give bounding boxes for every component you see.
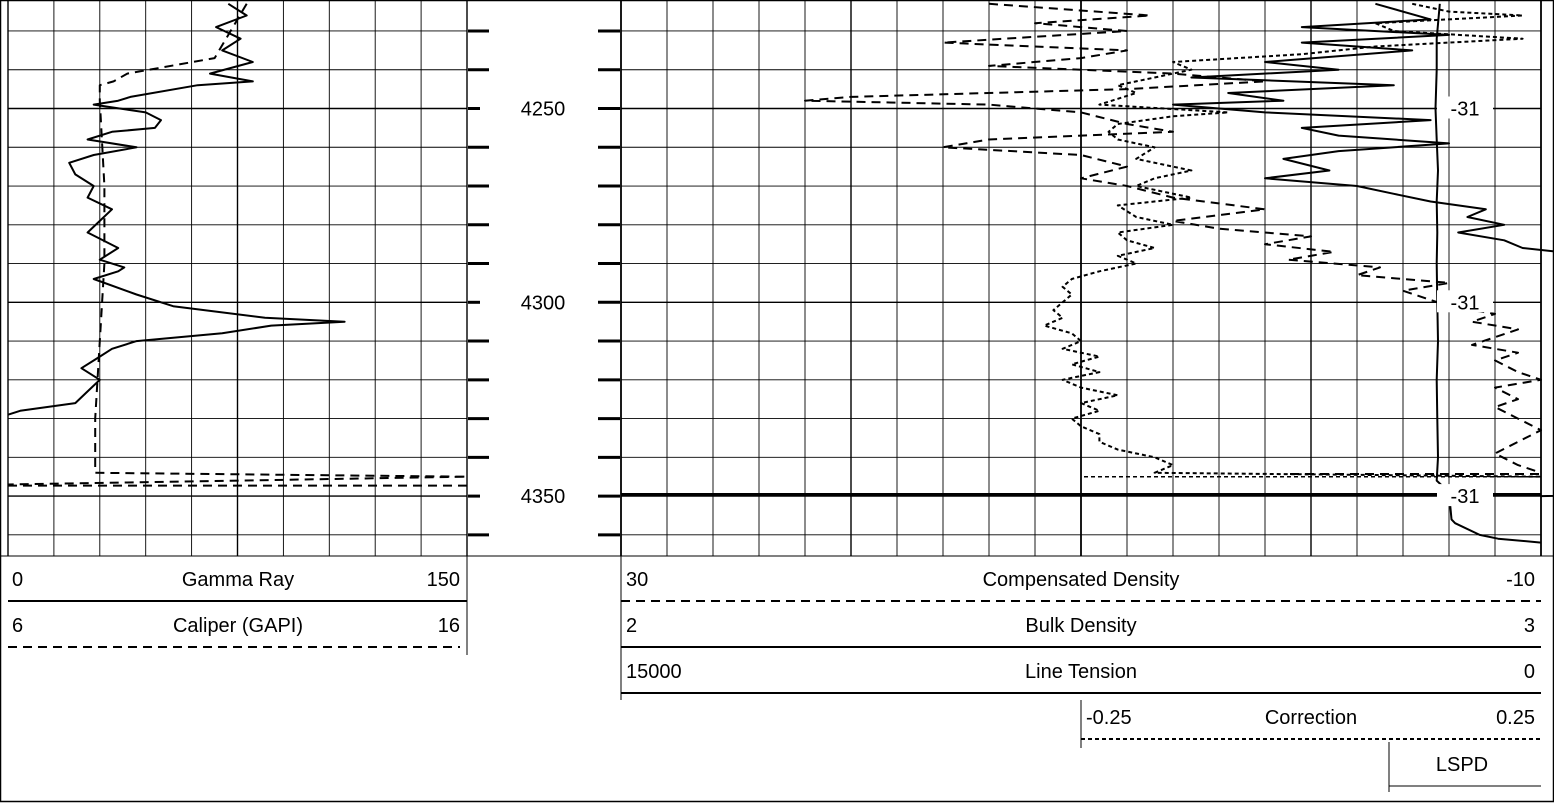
scale-name: Correction xyxy=(1265,707,1357,729)
depth-label: 4300 xyxy=(521,292,566,314)
scale-max: 3 xyxy=(1524,615,1535,637)
curve-caliper-gapi- xyxy=(7,3,468,486)
annotation-label: -31 xyxy=(1451,292,1480,314)
annotation-background xyxy=(1437,290,1493,313)
curve-gamma-ray xyxy=(7,2,346,416)
scale-min: 2 xyxy=(626,615,637,637)
scale-min: 15000 xyxy=(626,661,682,683)
annotation-label: -31 xyxy=(1451,99,1480,121)
depth-label: 4250 xyxy=(521,99,566,121)
scale-max: -10 xyxy=(1506,569,1535,591)
scale-max: 0 xyxy=(1524,661,1535,683)
annotation-background xyxy=(1437,96,1493,119)
scale-min: 30 xyxy=(626,569,648,591)
scale-max: 150 xyxy=(427,569,460,591)
depth-track: 4250 4300 4350 xyxy=(468,29,620,537)
scale-min: 6 xyxy=(12,615,23,637)
scale-name: Line Tension xyxy=(1025,661,1137,683)
curves xyxy=(7,2,1554,544)
scale-min: -0.25 xyxy=(1086,707,1132,729)
scale-name: Bulk Density xyxy=(1025,615,1136,637)
curve-line-tension xyxy=(1434,3,1542,544)
scale-name: Caliper (GAPI) xyxy=(173,615,303,637)
depth-label: 4350 xyxy=(521,486,566,508)
scale-max: 0.25 xyxy=(1496,707,1535,729)
scale-name: Compensated Density xyxy=(983,569,1180,591)
annotation-label: -31 xyxy=(1451,486,1480,508)
annotations: -31 -31 -31 xyxy=(1437,96,1493,508)
curve-correction xyxy=(1043,2,1542,478)
scale-name: Gamma Ray xyxy=(182,569,294,591)
curve-bulk-density xyxy=(1172,2,1554,498)
scale-name: LSPD xyxy=(1436,754,1488,776)
scale-max: 16 xyxy=(438,615,460,637)
annotation-background xyxy=(1437,484,1493,507)
curve-compensated-density xyxy=(804,2,1542,474)
scale-min: 0 xyxy=(12,569,23,591)
